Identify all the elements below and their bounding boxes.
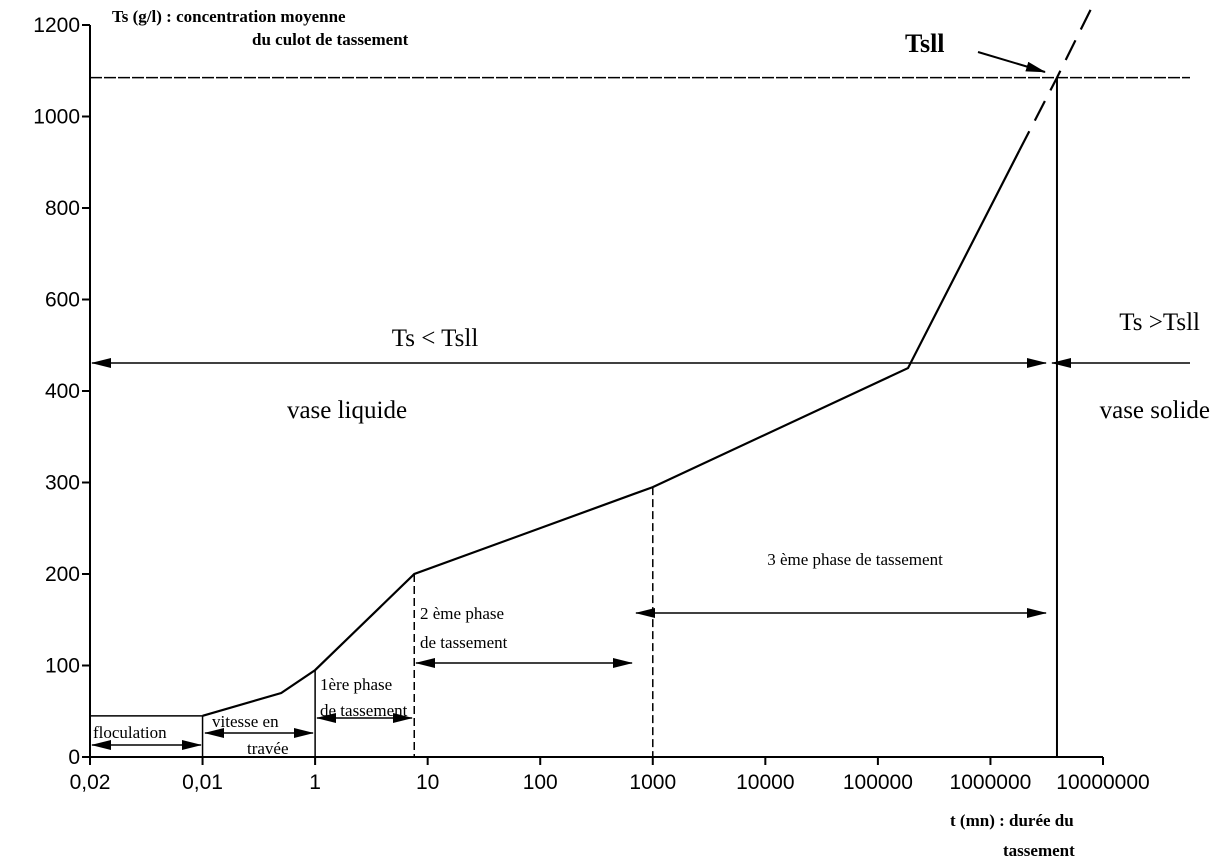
x-tick-label: 1000 xyxy=(629,771,676,794)
annotation: Ts < Tsll xyxy=(392,325,479,352)
annotation: de tassement xyxy=(320,701,408,720)
x-tick-label: 1000000 xyxy=(950,771,1032,794)
y-tick-label: 200 xyxy=(45,563,80,586)
annotation: 3 ème phase de tassement xyxy=(767,550,943,569)
x-tick-label: 10000000 xyxy=(1056,771,1149,794)
x-axis-label: tassement xyxy=(1003,841,1075,860)
x-tick-label: 1 xyxy=(309,771,321,794)
annotation: vase solide xyxy=(1100,397,1210,424)
y-tick-label: 300 xyxy=(45,472,80,495)
annotation: 2 ème phase xyxy=(420,604,504,623)
x-tick-label: 0,02 xyxy=(70,771,111,794)
y-tick-label: 0 xyxy=(68,746,80,769)
annotation: 1ère phase xyxy=(320,675,392,694)
x-tick-label: 10000 xyxy=(736,771,794,794)
annotation: floculation xyxy=(93,723,167,742)
y-axis-label: Ts (g/l) : concentration moyenne xyxy=(112,7,346,26)
x-tick-label: 10 xyxy=(416,771,439,794)
y-tick-label: 1000 xyxy=(33,106,80,129)
y-tick-label: 600 xyxy=(45,289,80,312)
annotation: travée xyxy=(247,739,289,758)
annotation: de tassement xyxy=(420,633,508,652)
y-tick-label: 100 xyxy=(45,655,80,678)
arrow xyxy=(977,51,1046,73)
y-tick-label: 1200 xyxy=(33,14,80,37)
y-tick-label: 800 xyxy=(45,197,80,220)
y-axis-label: du culot de tassement xyxy=(252,30,409,49)
x-tick-label: 0,01 xyxy=(182,771,223,794)
annotation: Tsll xyxy=(905,29,945,58)
x-tick-label: 100 xyxy=(523,771,558,794)
line xyxy=(202,150,1021,717)
y-tick-label: 400 xyxy=(45,380,80,403)
x-tick-label: 100000 xyxy=(843,771,913,794)
annotation: vase liquide xyxy=(287,397,407,424)
annotation: vitesse en xyxy=(212,712,279,731)
line xyxy=(1018,6,1094,152)
x-axis-label: t (mn) : durée du xyxy=(950,811,1074,830)
annotation: Ts >Tsll xyxy=(1119,309,1200,336)
